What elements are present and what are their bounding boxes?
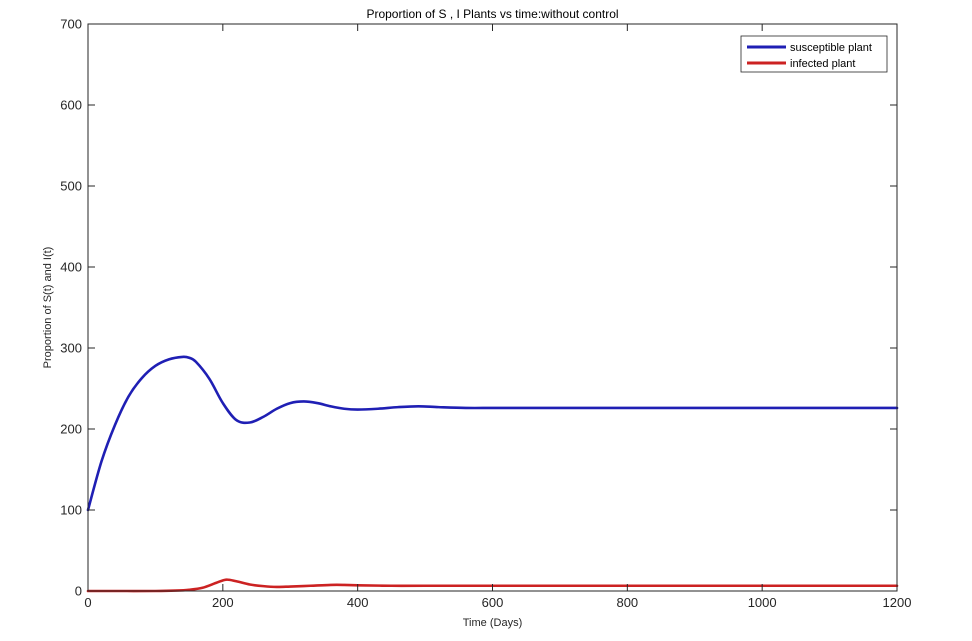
- series-layer: [86, 355, 899, 593]
- legend-box: [740, 35, 888, 73]
- y-tick-label: 400: [60, 260, 82, 275]
- y-tick-label: 700: [60, 17, 82, 32]
- x-axis-label: Time (Days): [463, 617, 522, 629]
- x-tick-label: 1000: [748, 595, 777, 610]
- y-axis-label: Proportion of S(t) and I(t): [42, 247, 54, 369]
- y-tick-label: 600: [60, 98, 82, 113]
- y-tick-label: 200: [60, 422, 82, 437]
- legend-label-infected: infected plant: [790, 58, 855, 70]
- chart-title: Proportion of S , I Plants vs time:witho…: [366, 7, 618, 21]
- x-tick-label: 400: [347, 595, 369, 610]
- y-tick-label: 300: [60, 341, 82, 356]
- tick-layer: 0 200 400 600 800 1000 1200 0 100 200 300 400 500 600…: [60, 17, 911, 611]
- susceptible-plant-line: [86, 355, 899, 512]
- plot-background: [88, 24, 897, 591]
- infected-plant-line: [86, 578, 899, 593]
- y-tick-label: 0: [75, 584, 82, 599]
- y-tick-label: 100: [60, 503, 82, 518]
- x-tick-label: 200: [212, 595, 234, 610]
- legend-label-susceptible: susceptible plant: [790, 42, 872, 54]
- y-tick-label: 500: [60, 179, 82, 194]
- x-tick-label: 800: [616, 595, 638, 610]
- x-tick-label: 0: [84, 595, 91, 610]
- x-tick-label: 600: [482, 595, 504, 610]
- x-tick-label: 1200: [883, 595, 912, 610]
- legend: susceptible plant infected plant: [740, 35, 888, 73]
